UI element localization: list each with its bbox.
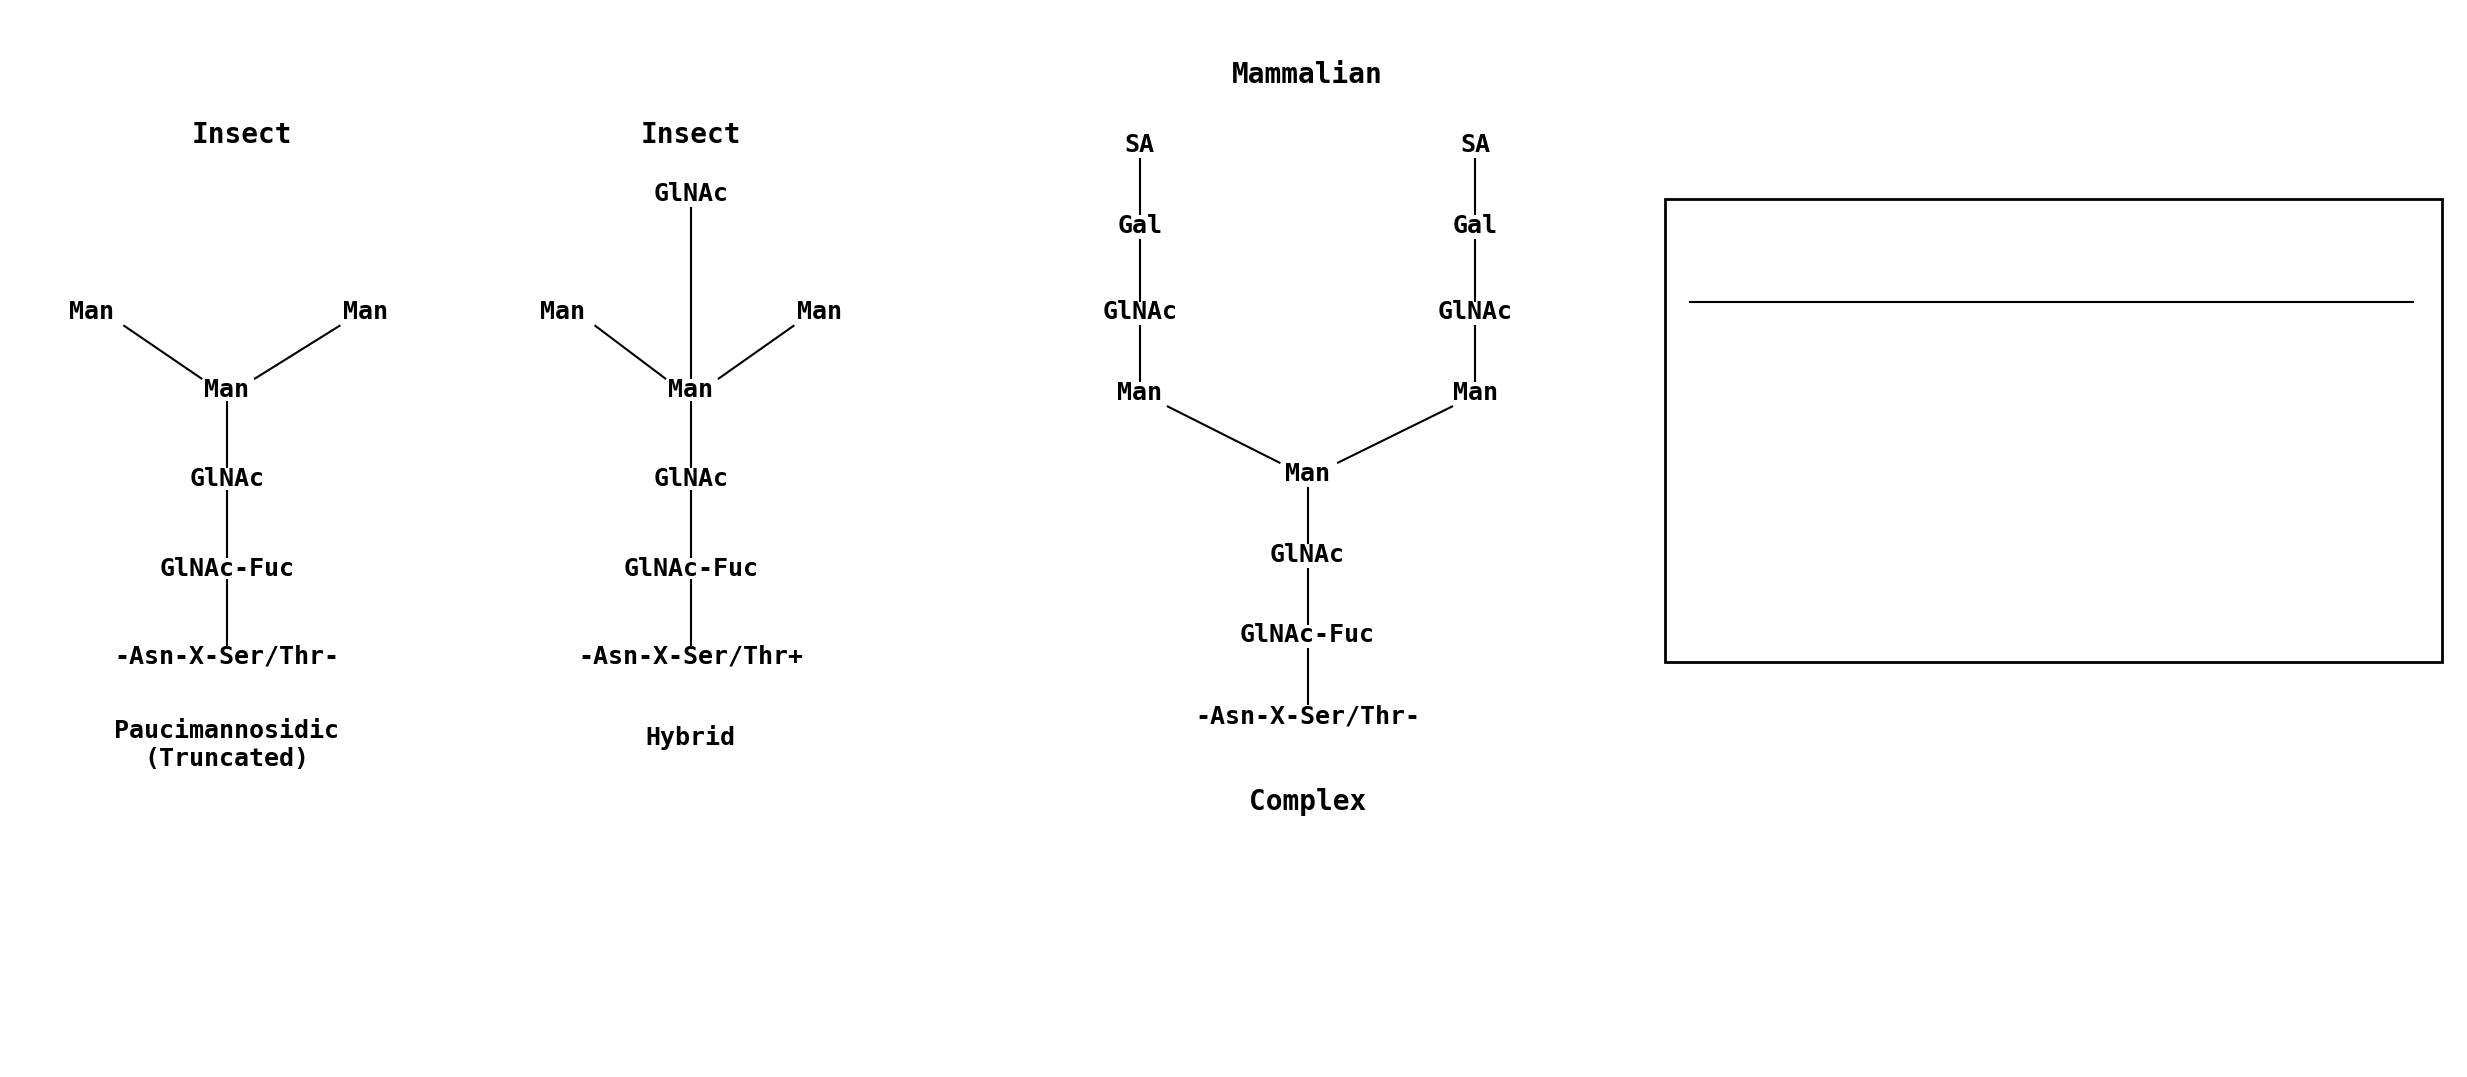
Text: SA: SA <box>1710 491 1737 510</box>
Text: SA: SA <box>1125 134 1155 157</box>
Text: -Asn-X-Ser/Thr-: -Asn-X-Ser/Thr- <box>113 645 340 669</box>
Text: Mannose: Mannose <box>1838 383 1932 403</box>
Text: Man: Man <box>205 378 249 402</box>
Text: Gal: Gal <box>1453 214 1497 238</box>
Text: Man: Man <box>1710 383 1749 403</box>
Text: -Asn-X-Ser/Thr-: -Asn-X-Ser/Thr- <box>1194 704 1421 728</box>
Text: Gal: Gal <box>1710 437 1749 457</box>
Text: Insect: Insect <box>641 121 740 149</box>
Text: Insect: Insect <box>192 121 291 149</box>
Text: Man: Man <box>669 378 713 402</box>
Text: Lengend: Lengend <box>1710 247 1816 270</box>
Text: Fucose: Fucose <box>1838 545 1919 564</box>
Text: SA: SA <box>1460 134 1490 157</box>
Text: GlNAc: GlNAc <box>1103 300 1177 324</box>
Text: N-Acetylglucosamine: N-Acetylglucosamine <box>1838 328 2092 350</box>
Text: GlNAc: GlNAc <box>654 182 728 206</box>
Text: GlNAc: GlNAc <box>1271 543 1345 567</box>
Text: GlNAc: GlNAc <box>190 467 264 491</box>
Text: Man: Man <box>797 300 841 324</box>
Text: Mammalian: Mammalian <box>1231 61 1384 89</box>
Text: Man: Man <box>343 300 387 324</box>
Text: GlNAc-Fuc: GlNAc-Fuc <box>160 557 294 581</box>
Text: Man: Man <box>540 300 585 324</box>
FancyBboxPatch shape <box>1665 199 2442 662</box>
Text: Man: Man <box>69 300 113 324</box>
Text: Complex: Complex <box>1248 788 1367 816</box>
Text: Man: Man <box>1118 381 1162 405</box>
Text: Man: Man <box>1453 381 1497 405</box>
Text: -Asn-X-Ser/Thr+: -Asn-X-Ser/Thr+ <box>577 645 804 669</box>
Text: GlNAc-Fuc: GlNAc-Fuc <box>1241 624 1374 647</box>
Text: Gal: Gal <box>1118 214 1162 238</box>
Text: Galactose: Galactose <box>1838 437 1959 457</box>
Text: GlNAc-Fuc: GlNAc-Fuc <box>624 557 757 581</box>
Text: Man: Man <box>1285 462 1330 486</box>
Text: GlNAc: GlNAc <box>1710 330 1776 349</box>
Text: GlNAc: GlNAc <box>1438 300 1512 324</box>
Text: Hybrid: Hybrid <box>646 725 735 751</box>
Text: GlNAc: GlNAc <box>654 467 728 491</box>
Text: Paucimannosidic
(Truncated): Paucimannosidic (Truncated) <box>113 719 340 771</box>
Text: Sialic Acid: Sialic Acid <box>1838 491 1986 510</box>
Text: Fuc: Fuc <box>1710 545 1749 564</box>
